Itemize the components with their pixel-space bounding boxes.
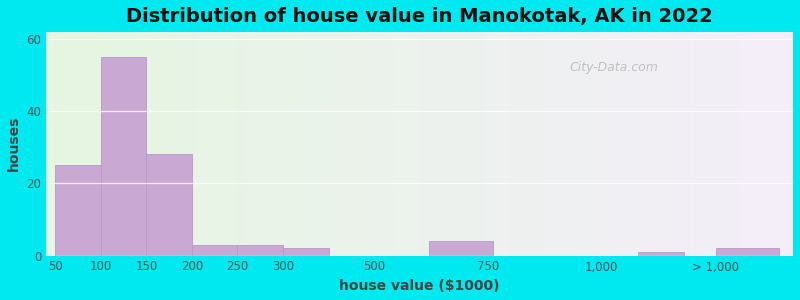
Bar <box>283 248 329 256</box>
Y-axis label: houses: houses <box>7 116 21 171</box>
Text: City-Data.com: City-Data.com <box>569 61 658 74</box>
Bar <box>238 245 283 256</box>
Bar <box>192 245 238 256</box>
Bar <box>429 241 493 256</box>
Bar <box>55 165 101 256</box>
Bar <box>146 154 192 256</box>
Bar <box>638 252 684 256</box>
Title: Distribution of house value in Manokotak, AK in 2022: Distribution of house value in Manokotak… <box>126 7 713 26</box>
Bar <box>101 57 146 256</box>
Bar <box>716 248 779 256</box>
X-axis label: house value ($1000): house value ($1000) <box>339 279 500 293</box>
